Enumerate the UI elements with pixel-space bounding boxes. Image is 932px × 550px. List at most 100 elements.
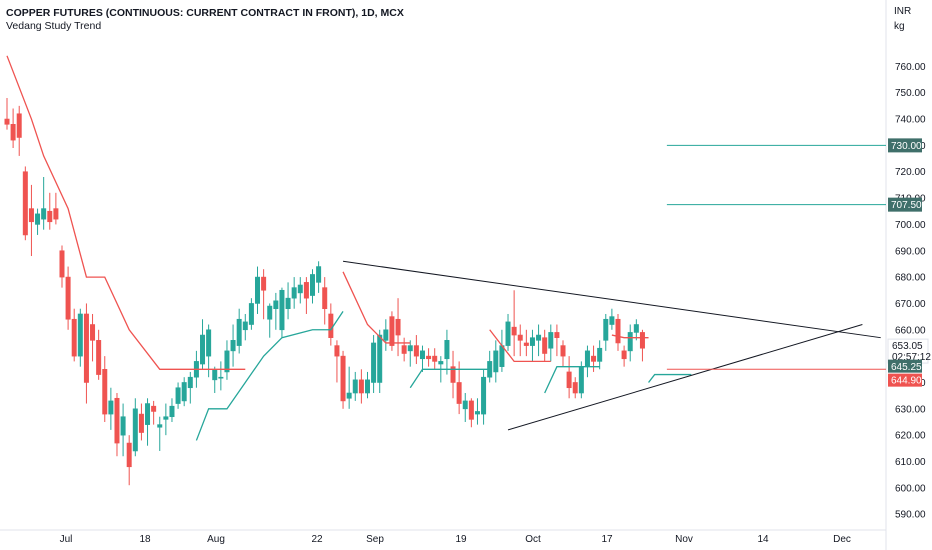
candle xyxy=(572,377,578,399)
candle-body xyxy=(83,313,89,383)
candle-body xyxy=(212,369,218,381)
candle xyxy=(639,329,645,362)
trend-down-line xyxy=(489,329,551,363)
candle xyxy=(529,329,535,362)
candle-body xyxy=(309,274,315,296)
candle xyxy=(560,340,566,367)
candle xyxy=(334,340,340,383)
x-tick-label: Dec xyxy=(833,534,851,545)
candle xyxy=(120,403,126,457)
candle xyxy=(35,208,41,235)
candle xyxy=(267,303,273,338)
candle xyxy=(279,287,285,338)
trend-up-line xyxy=(544,366,600,394)
y-tick-label: 750.00 xyxy=(895,88,926,99)
candle-body xyxy=(126,442,132,468)
candle-body xyxy=(303,282,309,299)
x-tick-label: Oct xyxy=(525,534,541,545)
candle-body xyxy=(41,208,47,220)
candle xyxy=(615,313,621,351)
candle-body xyxy=(334,345,340,357)
candle-body xyxy=(364,379,370,394)
candle-body xyxy=(297,284,303,294)
candle-body xyxy=(175,387,181,404)
candle-body xyxy=(132,408,138,452)
candle xyxy=(4,97,10,130)
candle-body xyxy=(395,318,401,336)
candle-body xyxy=(346,392,352,399)
countdown-text: 02:57:12 xyxy=(892,352,931,363)
indicator-name[interactable]: Vedang Study Trend xyxy=(6,20,102,32)
candle-body xyxy=(236,318,242,346)
trend-up-line xyxy=(195,310,344,441)
candle-body xyxy=(255,276,261,304)
candle xyxy=(377,329,383,394)
candle-body xyxy=(389,316,395,346)
candle-body xyxy=(536,334,542,341)
symbol-title[interactable]: COPPER FUTURES (CONTINUOUS: CURRENT CONT… xyxy=(6,7,404,19)
y-tick-label: 590.00 xyxy=(895,510,926,521)
candle xyxy=(212,366,218,394)
y-tick-label: 690.00 xyxy=(895,246,926,257)
candle-body xyxy=(444,340,450,360)
candle-body xyxy=(77,313,83,357)
candle-body xyxy=(169,405,175,418)
candle-body xyxy=(499,345,505,367)
candle xyxy=(591,345,597,372)
trend-down-badge xyxy=(888,373,922,387)
candle xyxy=(597,340,603,370)
candle xyxy=(481,369,487,425)
candle xyxy=(175,382,181,409)
candle xyxy=(22,166,28,241)
candle-body xyxy=(511,326,517,336)
y-tick-label: 620.00 xyxy=(895,431,926,442)
candle xyxy=(554,324,560,357)
candle xyxy=(248,298,254,330)
candle-body xyxy=(291,287,297,299)
candle xyxy=(138,403,144,441)
candle-body xyxy=(615,318,621,344)
chart-header: COPPER FUTURES (CONTINUOUS: CURRENT CONT… xyxy=(6,7,404,33)
trend-down-line xyxy=(342,271,411,344)
candle xyxy=(10,108,16,149)
candle xyxy=(132,398,138,457)
candle-body xyxy=(548,332,554,349)
candle-body xyxy=(639,332,645,349)
candle xyxy=(462,393,468,422)
x-tick-label: 19 xyxy=(455,534,467,545)
candle-body xyxy=(279,289,285,331)
candle xyxy=(548,324,554,362)
x-tick-label: Aug xyxy=(207,534,225,545)
candle xyxy=(517,324,523,357)
x-tick-label: 17 xyxy=(601,534,613,545)
candle xyxy=(621,345,627,367)
candle-body xyxy=(267,305,273,320)
x-tick-label: Jul xyxy=(60,534,73,545)
candle xyxy=(487,350,493,383)
candle-body xyxy=(206,329,212,357)
candle-body xyxy=(542,337,548,354)
candle-body xyxy=(218,376,224,379)
y-tick-label: 720.00 xyxy=(895,167,926,178)
candle-body xyxy=(187,376,193,389)
candle-body xyxy=(248,303,254,325)
y-tick-label: 740.00 xyxy=(895,115,926,126)
candle-body xyxy=(584,350,590,367)
candle-body xyxy=(328,313,334,338)
candle xyxy=(224,340,230,380)
candle-body xyxy=(609,316,615,325)
candle-body xyxy=(114,397,120,444)
candle xyxy=(218,361,224,391)
candle-body xyxy=(383,329,389,341)
candle-body xyxy=(419,350,425,360)
candle-body xyxy=(474,411,480,415)
candle-body xyxy=(597,347,603,362)
candle xyxy=(542,329,548,362)
candle xyxy=(407,340,413,367)
y-tick-label: 680.00 xyxy=(895,273,926,284)
candle-body xyxy=(53,208,59,220)
candle-body xyxy=(273,300,279,310)
candle xyxy=(28,184,34,257)
upper-trendline xyxy=(342,260,881,339)
